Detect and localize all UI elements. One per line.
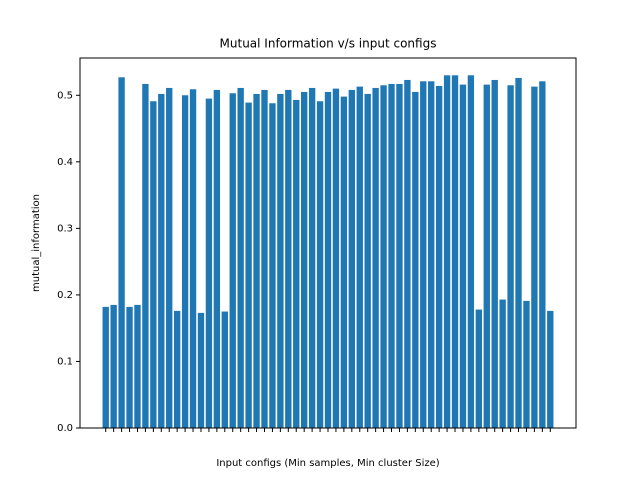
bar xyxy=(269,103,276,428)
bar xyxy=(364,93,371,429)
bar xyxy=(102,306,109,428)
y-axis-label: mutual_information xyxy=(31,194,42,292)
bar xyxy=(380,85,387,428)
bar xyxy=(428,81,435,428)
bar xyxy=(308,87,316,428)
chart-title: Mutual Information v/s input configs xyxy=(220,37,437,51)
bar xyxy=(277,93,284,429)
bar xyxy=(499,299,506,428)
bar xyxy=(483,84,490,428)
bar xyxy=(515,77,522,429)
bar xyxy=(388,83,395,428)
bar xyxy=(443,75,451,428)
bar xyxy=(237,87,244,428)
bar xyxy=(412,91,419,429)
bar xyxy=(396,83,403,428)
bar xyxy=(158,93,165,429)
bar xyxy=(356,86,363,428)
bar xyxy=(118,77,125,429)
bar xyxy=(324,91,332,429)
bar xyxy=(213,89,221,428)
bar xyxy=(435,85,443,428)
bar xyxy=(126,306,133,428)
bar xyxy=(340,96,348,429)
bar xyxy=(134,304,141,428)
y-tick-label: 0.0 xyxy=(57,423,73,434)
bar xyxy=(197,312,205,428)
bar xyxy=(245,102,252,428)
plot-frame xyxy=(79,57,577,429)
bar xyxy=(221,311,228,428)
bar xyxy=(475,309,483,428)
bar xyxy=(420,81,427,428)
bar xyxy=(507,85,514,428)
bar xyxy=(316,101,324,428)
bar xyxy=(173,310,181,428)
y-tick-label: 0.3 xyxy=(57,223,73,234)
bar xyxy=(491,79,498,428)
bar xyxy=(348,89,355,428)
bar xyxy=(181,95,189,429)
bar xyxy=(332,88,340,428)
bar xyxy=(142,83,149,428)
y-tick-label: 0.5 xyxy=(57,90,73,101)
bar xyxy=(166,87,173,428)
bar xyxy=(467,75,475,428)
y-tick-label: 0.2 xyxy=(57,290,73,301)
bar xyxy=(404,79,411,428)
bar xyxy=(261,89,268,428)
bar xyxy=(523,300,530,428)
bar xyxy=(372,87,379,428)
y-tick-label: 0.1 xyxy=(57,356,73,367)
x-axis-label: Input configs (Min samples, Min cluster … xyxy=(216,458,439,469)
bar xyxy=(531,86,538,428)
bar xyxy=(293,99,300,428)
bar xyxy=(110,304,117,428)
bar xyxy=(547,310,554,428)
bar xyxy=(539,81,546,428)
bar xyxy=(459,84,467,428)
bar xyxy=(189,89,197,428)
bar xyxy=(301,91,308,429)
bar xyxy=(205,98,213,428)
bar xyxy=(253,93,260,429)
bar xyxy=(150,101,157,428)
bar xyxy=(285,89,292,428)
bar xyxy=(229,93,236,429)
bar xyxy=(451,75,459,428)
y-tick-label: 0.4 xyxy=(57,157,73,168)
